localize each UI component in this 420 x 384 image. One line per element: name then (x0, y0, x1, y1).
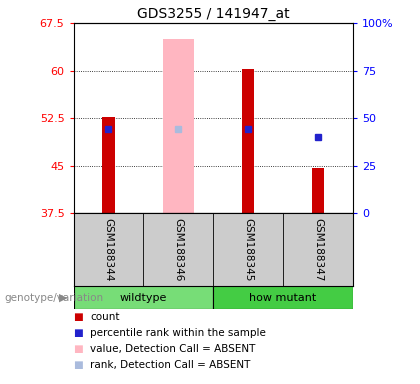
Text: how mutant: how mutant (249, 293, 317, 303)
Text: percentile rank within the sample: percentile rank within the sample (90, 328, 266, 338)
Text: GSM188344: GSM188344 (103, 218, 113, 281)
Title: GDS3255 / 141947_at: GDS3255 / 141947_at (137, 7, 289, 21)
Text: value, Detection Call = ABSENT: value, Detection Call = ABSENT (90, 344, 256, 354)
Bar (213, 286, 353, 309)
Text: GSM188347: GSM188347 (313, 218, 323, 281)
Text: GSM188346: GSM188346 (173, 218, 183, 281)
Bar (74, 286, 213, 309)
Text: ■: ■ (74, 344, 83, 354)
Bar (242, 69, 255, 213)
Bar (102, 117, 115, 213)
Text: ■: ■ (74, 312, 83, 322)
Text: ▶: ▶ (59, 293, 67, 303)
Text: wildtype: wildtype (120, 293, 167, 303)
Bar (163, 39, 194, 213)
Text: ■: ■ (74, 360, 83, 370)
Text: ■: ■ (74, 328, 83, 338)
Text: GSM188345: GSM188345 (243, 218, 253, 281)
Bar (312, 167, 324, 213)
Text: genotype/variation: genotype/variation (4, 293, 103, 303)
Text: rank, Detection Call = ABSENT: rank, Detection Call = ABSENT (90, 360, 251, 370)
Text: count: count (90, 312, 120, 322)
